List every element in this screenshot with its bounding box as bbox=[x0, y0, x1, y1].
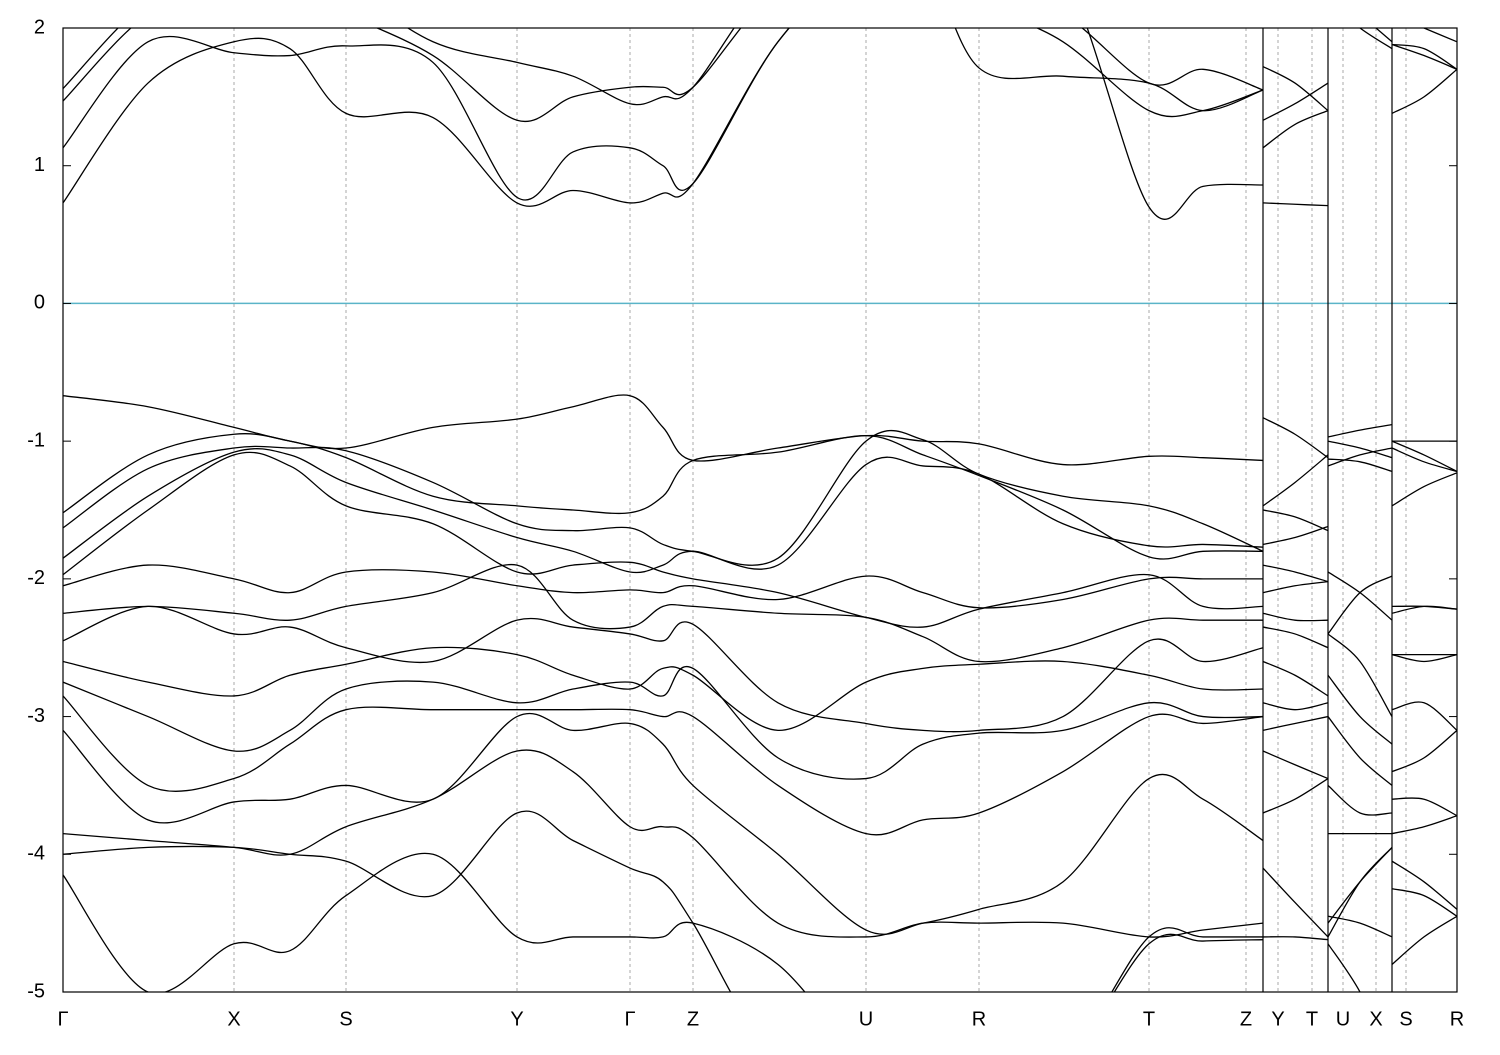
band-line bbox=[63, 646, 1457, 786]
x-tick-label: Γ bbox=[57, 1008, 68, 1030]
plot-frame bbox=[62, 27, 1458, 993]
y-tick-label: -3 bbox=[27, 705, 45, 727]
y-tick-label: 0 bbox=[34, 292, 45, 314]
band-line bbox=[63, 695, 1457, 836]
band-line bbox=[63, 605, 1457, 745]
x-tick-label: Γ bbox=[624, 1008, 635, 1030]
x-tick-label: Y bbox=[1271, 1008, 1284, 1030]
y-tick-label: -2 bbox=[27, 567, 45, 589]
band-line bbox=[63, 712, 1457, 935]
band-line bbox=[63, 451, 1457, 628]
x-tick-label: U bbox=[859, 1008, 873, 1030]
x-tick-label: S bbox=[339, 1008, 352, 1030]
x-tick-label: R bbox=[972, 1008, 986, 1030]
band-layer bbox=[63, 28, 1457, 992]
band-line bbox=[63, 665, 1457, 816]
x-tick-label: S bbox=[1399, 1008, 1412, 1030]
x-tick-label: T bbox=[1306, 1008, 1318, 1030]
band-line bbox=[63, 394, 1457, 466]
band-line bbox=[63, 28, 1457, 112]
y-tick-label: 1 bbox=[34, 154, 45, 176]
band-line bbox=[63, 429, 1457, 566]
band-line bbox=[63, 433, 1457, 560]
grid-layer bbox=[62, 28, 1458, 992]
y-tick-label: -1 bbox=[27, 429, 45, 451]
band-line bbox=[63, 749, 1457, 938]
x-tick-label: T bbox=[1143, 1008, 1155, 1030]
x-tick-label: X bbox=[227, 1008, 240, 1030]
x-tick-label: Y bbox=[510, 1008, 523, 1030]
x-tick-label: Z bbox=[1240, 1008, 1252, 1030]
x-tick-label: Z bbox=[687, 1008, 699, 1030]
band-line bbox=[63, 447, 1457, 574]
y-tick-label: 2 bbox=[34, 16, 45, 38]
band-line bbox=[63, 28, 1457, 220]
x-tick-label: R bbox=[1450, 1008, 1464, 1030]
band-line bbox=[63, 564, 1457, 635]
band-line bbox=[63, 852, 1457, 992]
band-line bbox=[63, 563, 1457, 717]
band-line bbox=[63, 28, 1457, 201]
y-tick-label: -5 bbox=[27, 980, 45, 1002]
band-line bbox=[63, 28, 1457, 123]
x-tick-label: U bbox=[1336, 1008, 1350, 1030]
band-line bbox=[63, 810, 1457, 992]
y-tick-label: -4 bbox=[27, 843, 45, 865]
x-tick-label: X bbox=[1369, 1008, 1382, 1030]
